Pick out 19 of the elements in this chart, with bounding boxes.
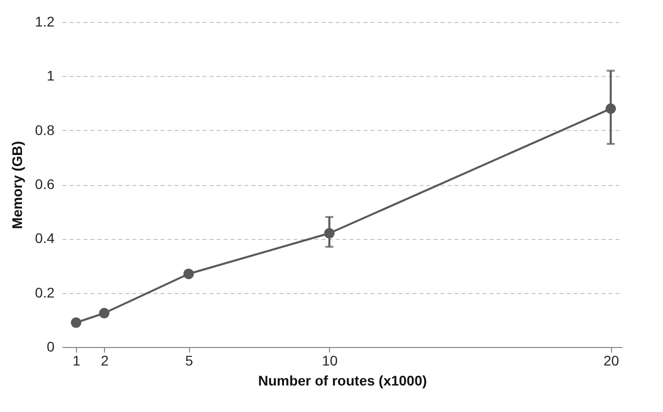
point bbox=[70, 317, 82, 328]
y-tick-label: 1 bbox=[46, 68, 55, 84]
x-tick-label: 2 bbox=[100, 352, 109, 368]
y-axis-title: Memory (GB) bbox=[9, 141, 26, 229]
y-tick-label: 0.8 bbox=[35, 122, 55, 138]
x-axis-title: Number of routes (x1000) bbox=[258, 372, 427, 388]
point bbox=[324, 228, 335, 238]
x-tick-label: 5 bbox=[185, 352, 194, 368]
x-tick-label: 20 bbox=[603, 352, 620, 368]
point bbox=[606, 103, 616, 114]
x-tick-label: 1 bbox=[72, 352, 81, 368]
y-tick-label: 1.2 bbox=[35, 14, 55, 30]
y-tick-label: 0.4 bbox=[35, 230, 55, 246]
point bbox=[98, 308, 110, 318]
y-tick-label: 0.6 bbox=[35, 176, 55, 192]
y-tick-label: 0.2 bbox=[35, 284, 55, 300]
x-tick-label: 10 bbox=[322, 352, 338, 368]
y-tick-label: 0 bbox=[46, 338, 55, 354]
point bbox=[183, 268, 194, 280]
